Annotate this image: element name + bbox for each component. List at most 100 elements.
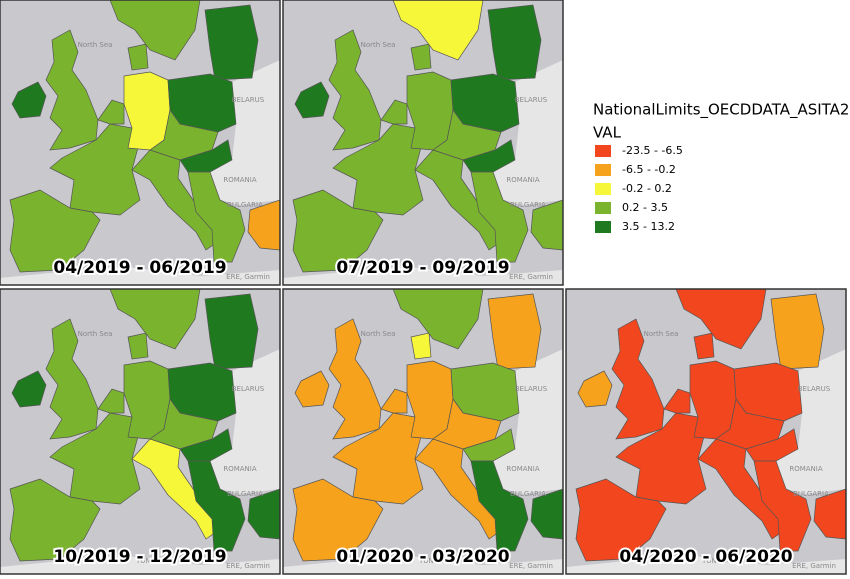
country <box>127 332 149 360</box>
other-land <box>493 349 563 494</box>
country <box>530 488 563 540</box>
country <box>123 71 171 151</box>
country <box>187 171 246 263</box>
country <box>693 332 715 360</box>
country <box>204 4 259 81</box>
other-land <box>493 60 563 205</box>
panel-border <box>0 288 281 575</box>
panel-border <box>282 0 564 286</box>
map-label: BELARUS <box>798 385 831 393</box>
country <box>813 488 846 540</box>
period-label: 07/2019 - 09/2019 <box>336 258 509 278</box>
country <box>663 388 691 414</box>
country <box>611 318 665 440</box>
country <box>406 71 454 151</box>
other-land <box>283 266 563 285</box>
map-label: ROMANIA <box>506 176 540 184</box>
legend-swatch <box>595 164 611 176</box>
country <box>187 460 246 552</box>
map-label: ROMANIA <box>506 465 540 473</box>
period-label: 10/2019 - 12/2019 <box>53 547 226 567</box>
country <box>770 293 825 370</box>
country <box>45 29 99 151</box>
panel-border <box>0 0 281 286</box>
map-panel: North Sea BELARUS ROMANIA BULGARIA ERE, Garm… <box>566 289 846 574</box>
map-label: ERE, Garmin <box>509 273 553 281</box>
country <box>392 289 484 350</box>
country <box>292 478 384 562</box>
country <box>328 29 382 151</box>
map-label: ERE, Garmin <box>226 562 270 570</box>
country <box>109 289 201 350</box>
country <box>9 189 101 273</box>
period-label: 04/2019 - 06/2019 <box>53 258 226 278</box>
country <box>689 360 737 440</box>
country <box>380 99 408 125</box>
map-label: BELARUS <box>515 96 548 104</box>
map-label: ROMANIA <box>223 176 257 184</box>
legend-field: VAL <box>593 124 622 142</box>
map-label: North Sea <box>361 330 396 338</box>
country <box>45 318 99 440</box>
map-label: ERE, Garmin <box>226 273 270 281</box>
map-label: BULGARIA <box>510 201 546 209</box>
other-land <box>0 555 280 574</box>
other-land <box>210 349 280 494</box>
map-label: North Sea <box>78 41 113 49</box>
map-label: BELARUS <box>232 385 265 393</box>
country <box>470 171 529 263</box>
legend-label: -0.2 - 0.2 <box>622 182 672 195</box>
panel-border <box>565 288 847 575</box>
map-label: TUNISIA <box>418 557 447 565</box>
country <box>575 478 667 562</box>
map-label: North Sea <box>644 330 679 338</box>
country <box>675 289 767 350</box>
country <box>410 43 432 71</box>
map-panel: North Sea BELARUS ROMANIA BULGARIA ERE, Garm… <box>283 289 563 574</box>
other-land <box>776 349 846 494</box>
country <box>328 318 382 440</box>
country <box>392 0 484 61</box>
country <box>530 199 563 251</box>
map-label: North Sea <box>78 330 113 338</box>
legend-title: NationalLimits_OECDDATA_ASITA2 <box>593 101 849 120</box>
map-label: BULGARIA <box>793 490 829 498</box>
country <box>470 460 529 552</box>
country <box>204 293 259 370</box>
country <box>410 332 432 360</box>
map-label: North Sea <box>361 41 396 49</box>
legend-swatch <box>595 221 611 233</box>
other-land <box>566 555 846 574</box>
map-label: ROMANIA <box>223 465 257 473</box>
country <box>9 478 101 562</box>
period-label: 04/2020 - 06/2020 <box>619 547 792 567</box>
country <box>97 388 125 414</box>
country <box>247 488 280 540</box>
country <box>753 460 812 552</box>
period-label: 01/2020 - 03/2020 <box>336 547 509 567</box>
country <box>11 370 47 408</box>
country <box>247 199 280 251</box>
map-panel: North Sea BELARUS ROMANIA BULGARIA ERE, Garm… <box>0 0 280 285</box>
other-land <box>0 266 280 285</box>
legend-label: -23.5 - -6.5 <box>622 144 683 157</box>
map-label: TUNISIA <box>135 557 164 565</box>
country <box>97 99 125 125</box>
country <box>11 81 47 119</box>
country <box>577 370 613 408</box>
map-label: BELARUS <box>515 385 548 393</box>
map-label: ERE, Garmin <box>792 562 836 570</box>
legend-label: -6.5 - -0.2 <box>622 163 676 176</box>
panel-border <box>282 288 564 575</box>
country <box>127 43 149 71</box>
map-label: ERE, Garmin <box>509 562 553 570</box>
map-label: TUNISIA <box>701 557 730 565</box>
legend-label: 0.2 - 3.5 <box>622 201 668 214</box>
country <box>294 81 330 119</box>
map-label: ROMANIA <box>789 465 823 473</box>
other-land <box>283 555 563 574</box>
map-label: BULGARIA <box>510 490 546 498</box>
map-panel: North Sea BELARUS ROMANIA BULGARIA ERE, Garm… <box>0 289 280 574</box>
map-label: BULGARIA <box>227 490 263 498</box>
